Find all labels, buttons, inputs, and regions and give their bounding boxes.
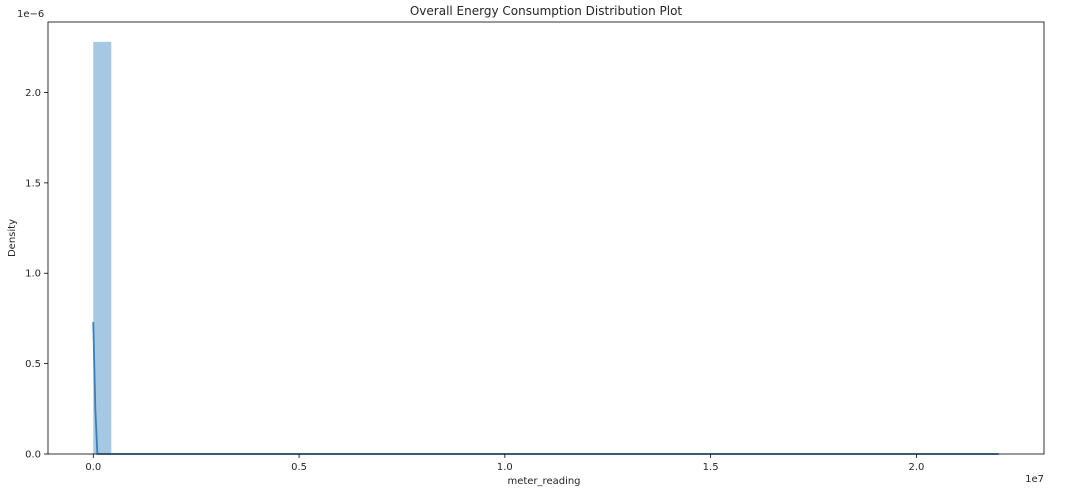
y-tick-label: 1.5 (25, 178, 41, 189)
y-tick-label: 1.0 (25, 269, 41, 280)
histogram-bars (93, 41, 112, 455)
y-axis-ticks: 0.0 0.5 1.0 1.5 2.0 (25, 88, 48, 461)
x-tick-label: 2.0 (908, 462, 924, 473)
histogram-bar (93, 41, 112, 455)
y-axis-label: Density (7, 219, 18, 257)
plot-area (47, 21, 1045, 455)
y-axis-offset-label: 1e−6 (17, 9, 44, 20)
x-tick-label: 0.5 (291, 462, 307, 473)
kde-line (92, 322, 999, 455)
x-axis-label: meter_reading (507, 476, 580, 487)
x-axis-ticks: 0.0 0.5 1.0 1.5 2.0 (85, 454, 924, 473)
y-tick-label: 0.5 (25, 359, 41, 370)
kde-curve (92, 322, 999, 455)
plot-frame (47, 21, 1045, 455)
x-tick-label: 1.5 (703, 462, 719, 473)
chart-title: Overall Energy Consumption Distribution … (410, 4, 683, 18)
x-tick-label: 0.0 (85, 462, 101, 473)
x-tick-label: 1.0 (497, 462, 513, 473)
x-axis-offset-label: 1e7 (1025, 474, 1044, 485)
y-tick-label: 2.0 (25, 88, 41, 99)
y-tick-label: 0.0 (25, 450, 41, 461)
